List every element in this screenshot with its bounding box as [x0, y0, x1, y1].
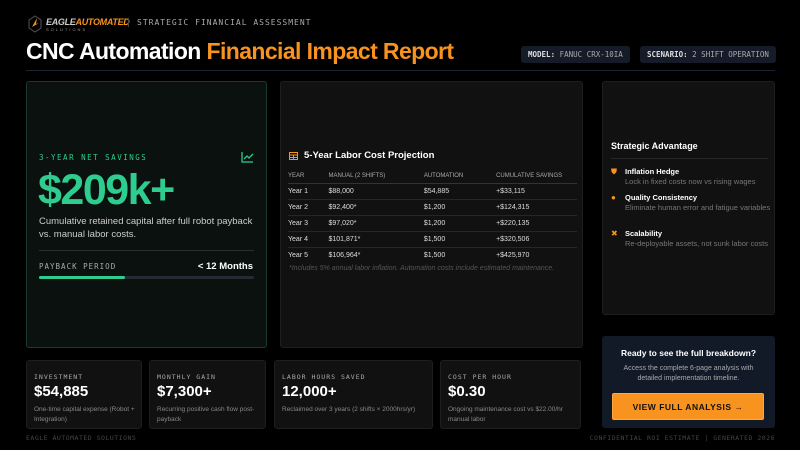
cta-panel: Ready to see the full breakdown? Access … [602, 336, 775, 428]
advantage-desc: Eliminate human error and fatigue variab… [625, 203, 771, 212]
kpi-card: COST PER HOUR $0.30 Ongoing maintenance co… [440, 360, 581, 429]
table-cell: Year 2 [288, 199, 329, 216]
table-cell: $1,200 [423, 215, 497, 232]
column-header: AUTOMATION [423, 170, 497, 184]
column-header: CUMULATIVE SAVINGS [496, 170, 577, 184]
projection-title-text: 5-Year Labor Cost Projection [304, 150, 435, 161]
table-row: Year 2 $92,400* $1,200 +$124,315 [288, 199, 577, 216]
table-cell: $1,500 [423, 231, 497, 248]
scale-arrows-icon: ✖ [611, 229, 618, 238]
projection-note: *Includes 5% annual labor inflation. Aut… [289, 265, 555, 272]
model-badge: MODEL: FANUC CRX-10IA [521, 46, 630, 63]
shield-icon: ⛊ [611, 167, 617, 176]
divider [611, 158, 768, 159]
table-cell: +$33,115 [496, 183, 577, 200]
table-cell: +$320,506 [496, 231, 577, 248]
table-row: Year 4 $101,871* $1,500 +$320,506 [288, 231, 577, 248]
advantage-desc: Lock in fixed costs now vs rising wages [625, 177, 756, 186]
payback-progress-bar [39, 276, 254, 279]
kpi-card: MONTHLY GAIN $7,300+ Recurring positive ca… [149, 360, 266, 429]
kpi-label: LABOR HOURS SAVED [282, 373, 366, 381]
logo-subtext: SOLUTIONS [46, 26, 88, 32]
table-cell: $54,885 [423, 183, 497, 200]
kpi-value: $54,885 [34, 383, 89, 400]
savings-description: Cumulative retained capital after full r… [39, 216, 253, 240]
table-cell: Year 1 [288, 183, 329, 200]
advantage-desc: Re-deployable assets, not sunk labor cos… [625, 239, 768, 248]
advantage-title: Strategic Advantage [611, 141, 698, 151]
table-row: Year 1 $88,000 $54,885 +$33,115 [288, 183, 577, 200]
logo: EAGLEAUTOMATED SOLUTIONS [28, 15, 130, 33]
chart-line-icon [241, 152, 254, 163]
savings-value: $209k+ [38, 166, 175, 214]
advantage-title: Scalability [625, 229, 663, 238]
logo-text-accent: AUTOMATED [75, 16, 130, 27]
advantage-text: Quality Consistency Eliminate human error… [625, 193, 770, 213]
footer-left: EAGLE AUTOMATED SOLUTIONS [26, 434, 137, 442]
table-row: Year 3 $97,020* $1,200 +$220,135 [288, 215, 577, 232]
kpi-card: INVESTMENT $54,885 One-time capital expens… [26, 360, 142, 429]
column-header: YEAR [288, 170, 329, 184]
cta-description: Access the complete 6-page analysis with… [623, 365, 754, 382]
advantage-item: ⛊ Inflation Hedge Lock in fixed costs now … [611, 167, 771, 187]
advantage-title: Quality Consistency [625, 193, 698, 202]
payback-progress-fill [39, 276, 125, 279]
kpi-description: One-time capital expense (Robot + Integr… [34, 406, 135, 423]
table-cell: +$124,315 [496, 199, 577, 216]
scenario-badge: SCENARIO: 2 SHIFT OPERATION [640, 46, 776, 63]
advantage-item: ✖ Scalability Re-deployable assets, not su… [611, 229, 771, 249]
kpi-value: $7,300+ [157, 383, 212, 400]
page-title: CNC Automation Financial Impact Report [26, 38, 455, 65]
table-cell: Year 4 [288, 231, 329, 248]
kpi-value: 12,000+ [282, 383, 337, 400]
kpi-description: Recurring positive cash flow post-paybac… [157, 406, 255, 423]
table-cell: $1,200 [423, 199, 497, 216]
kpi-card: LABOR HOURS SAVED 12,000+ Reclaimed over 3… [274, 360, 433, 429]
kpi-description: Reclaimed over 3 years (2 shifts × 2000h… [282, 406, 416, 413]
projection-title: 5-Year Labor Cost Projection [289, 150, 434, 161]
table-cell: $88,000 [328, 183, 424, 200]
advantage-text: Scalability Re-deployable assets, not sun… [625, 229, 768, 249]
title-accent: Financial Impact Report [206, 38, 455, 64]
kpi-value: $0.30 [448, 383, 486, 400]
title-white: CNC Automation [26, 38, 201, 64]
net-savings-card: 3-YEAR NET SAVINGS $209k+ Cumulative ret… [26, 81, 267, 348]
cta-title: Ready to see the full breakdown? [620, 348, 757, 358]
view-full-analysis-button[interactable]: VIEW FULL ANALYSIS → [612, 393, 764, 420]
eagle-logo-icon [28, 15, 42, 33]
kpi-description: Ongoing maintenance cost vs $22.00/hr ma… [448, 406, 563, 423]
table-cell: $106,964* [328, 252, 361, 259]
table-cell: Year 5 [288, 252, 308, 259]
table-cell: $1,500 [423, 252, 446, 259]
table-cell: $101,871* [328, 231, 424, 248]
table-cell: $97,020* [328, 215, 424, 232]
column-header: MANUAL (2 SHIFTS) [328, 170, 424, 184]
table-row: Year 5 $106,964* $1,500 +$425,970 [288, 248, 577, 264]
table-cell: $92,400* [328, 199, 424, 216]
payback-label: PAYBACK PERIOD [39, 262, 117, 271]
table-icon [289, 151, 298, 160]
divider [39, 250, 254, 251]
table-cell: +$220,135 [496, 215, 577, 232]
badge-icon: ● [611, 193, 616, 202]
header-divider [26, 70, 775, 71]
projection-card: 5-Year Labor Cost Projection YEAR MANUAL … [280, 81, 583, 348]
table-cell: Year 3 [288, 215, 329, 232]
kpi-label: COST PER HOUR [448, 373, 512, 381]
kpi-label: INVESTMENT [34, 373, 84, 381]
advantage-item: ● Quality Consistency Eliminate human erro… [611, 193, 771, 213]
kpi-label: MONTHLY GAIN [157, 373, 216, 381]
advantage-title: Inflation Hedge [625, 167, 680, 176]
header-subtitle: STRATEGIC FINANCIAL ASSESSMENT [128, 18, 312, 27]
logo-text: EAGLE [46, 16, 76, 27]
strategic-advantage-card: Strategic Advantage ⛊ Inflation Hedge Lock… [602, 81, 775, 315]
savings-label: 3-YEAR NET SAVINGS [39, 153, 148, 162]
advantage-text: Inflation Hedge Lock in fixed costs now v… [625, 167, 755, 187]
payback-value: < 12 Months [197, 261, 253, 272]
projection-table: YEAR MANUAL (2 SHIFTS) AUTOMATION CUMULATIV… [288, 170, 577, 263]
table-cell: +$425,970 [496, 252, 530, 259]
footer-right: CONFIDENTIAL ROI ESTIMATE | GENERATED 20… [589, 434, 775, 442]
